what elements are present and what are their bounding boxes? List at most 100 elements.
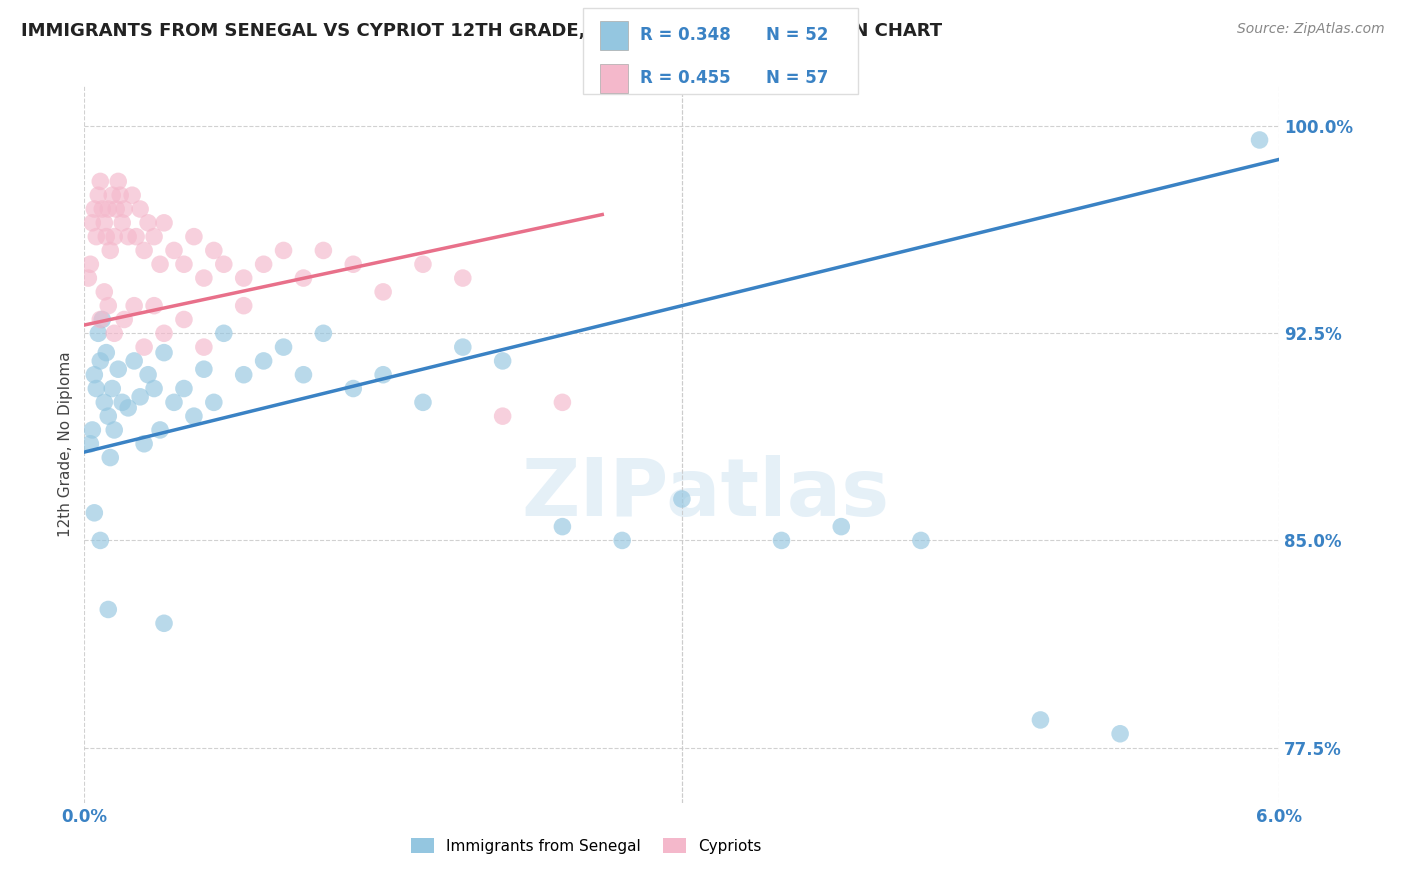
- Point: [451, 271, 474, 285]
- Point: [312, 326, 335, 341]
- Point: [97, 409, 120, 424]
- Point: [129, 202, 152, 216]
- Text: N = 52: N = 52: [766, 27, 828, 45]
- Point: [373, 285, 395, 299]
- Point: [107, 174, 129, 188]
- Point: [103, 229, 125, 244]
- Point: [153, 345, 176, 359]
- Point: [1029, 713, 1052, 727]
- Text: Source: ZipAtlas.com: Source: ZipAtlas.com: [1237, 22, 1385, 37]
- Point: [183, 409, 205, 424]
- Point: [79, 437, 101, 451]
- Point: [132, 340, 156, 354]
- Point: [83, 506, 105, 520]
- Point: [96, 229, 118, 244]
- Text: N = 57: N = 57: [766, 70, 828, 87]
- Point: [143, 382, 166, 396]
- Text: R = 0.348: R = 0.348: [640, 27, 731, 45]
- Point: [830, 519, 852, 533]
- Point: [173, 312, 195, 326]
- Point: [98, 450, 121, 465]
- Point: [101, 188, 124, 202]
- Point: [122, 299, 145, 313]
- Point: [163, 244, 186, 258]
- Point: [77, 271, 100, 285]
- Point: [86, 229, 108, 244]
- Point: [193, 271, 215, 285]
- Point: [91, 202, 114, 216]
- Point: [193, 340, 215, 354]
- Point: [86, 382, 108, 396]
- Point: [111, 216, 134, 230]
- Point: [153, 216, 176, 230]
- Point: [98, 244, 121, 258]
- Point: [202, 395, 225, 409]
- Point: [107, 362, 129, 376]
- Point: [93, 216, 115, 230]
- Point: [97, 299, 120, 313]
- Point: [129, 390, 152, 404]
- Point: [671, 491, 693, 506]
- Point: [183, 229, 205, 244]
- Point: [103, 423, 125, 437]
- Point: [232, 299, 254, 313]
- Text: ZIPatlas: ZIPatlas: [522, 455, 890, 533]
- Point: [163, 395, 186, 409]
- Point: [612, 533, 634, 548]
- Point: [193, 362, 215, 376]
- Point: [551, 395, 574, 409]
- Point: [93, 285, 115, 299]
- Point: [342, 382, 364, 396]
- Point: [82, 216, 104, 230]
- Point: [89, 354, 111, 368]
- Point: [492, 409, 515, 424]
- Point: [83, 368, 105, 382]
- Point: [87, 188, 110, 202]
- Point: [143, 299, 166, 313]
- Point: [89, 174, 111, 188]
- Point: [136, 216, 159, 230]
- Point: [132, 244, 156, 258]
- Point: [87, 326, 110, 341]
- Point: [111, 395, 134, 409]
- Point: [101, 382, 124, 396]
- Point: [125, 229, 148, 244]
- Point: [551, 519, 574, 533]
- Point: [149, 257, 172, 271]
- Point: [412, 395, 434, 409]
- Point: [91, 312, 114, 326]
- Point: [149, 423, 172, 437]
- Point: [412, 257, 434, 271]
- Point: [451, 340, 474, 354]
- Point: [1249, 133, 1271, 147]
- Point: [1109, 727, 1132, 741]
- Point: [253, 354, 276, 368]
- Point: [117, 401, 139, 415]
- Point: [136, 368, 159, 382]
- Point: [121, 188, 143, 202]
- Point: [173, 382, 195, 396]
- Point: [97, 202, 120, 216]
- Point: [202, 244, 225, 258]
- Text: IMMIGRANTS FROM SENEGAL VS CYPRIOT 12TH GRADE, NO DIPLOMA CORRELATION CHART: IMMIGRANTS FROM SENEGAL VS CYPRIOT 12TH …: [21, 22, 942, 40]
- Point: [79, 257, 101, 271]
- Point: [89, 533, 111, 548]
- Point: [273, 340, 295, 354]
- Legend: Immigrants from Senegal, Cypriots: Immigrants from Senegal, Cypriots: [405, 831, 768, 860]
- Point: [373, 368, 395, 382]
- Point: [105, 202, 128, 216]
- Point: [82, 423, 104, 437]
- Point: [96, 345, 118, 359]
- Point: [212, 257, 235, 271]
- Point: [910, 533, 932, 548]
- Point: [132, 437, 156, 451]
- Point: [273, 244, 295, 258]
- Point: [122, 354, 145, 368]
- Point: [153, 326, 176, 341]
- Point: [117, 229, 139, 244]
- Point: [93, 395, 115, 409]
- Point: [143, 229, 166, 244]
- Point: [173, 257, 195, 271]
- Point: [292, 271, 315, 285]
- Point: [83, 202, 105, 216]
